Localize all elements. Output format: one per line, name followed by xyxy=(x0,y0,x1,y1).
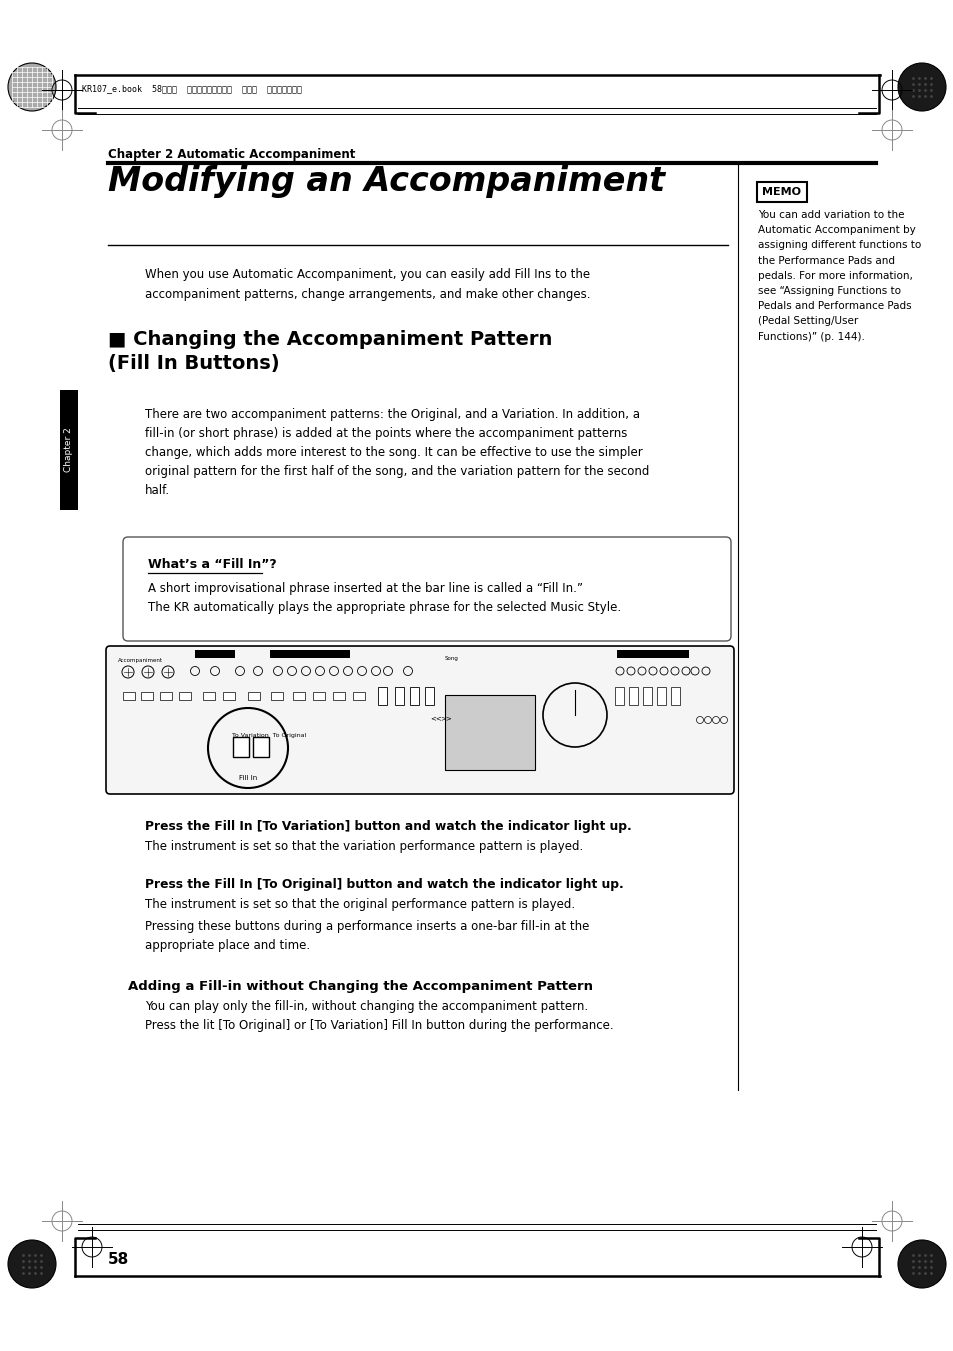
Bar xyxy=(271,692,283,700)
Text: KR107_e.book  58ページ  ２００５年８月３日  水曜日  午前９時３６分: KR107_e.book 58ページ ２００５年８月３日 水曜日 午前９時３６分 xyxy=(82,85,302,93)
Bar xyxy=(333,692,345,700)
Bar xyxy=(248,692,260,700)
Text: There are two accompaniment patterns: the Original, and a Variation. In addition: There are two accompaniment patterns: th… xyxy=(145,408,649,497)
Bar xyxy=(253,738,269,757)
Bar xyxy=(395,688,403,705)
Bar xyxy=(313,692,325,700)
Bar xyxy=(657,688,665,705)
Text: To Variation  To Original: To Variation To Original xyxy=(232,734,306,738)
Bar xyxy=(424,688,434,705)
FancyBboxPatch shape xyxy=(757,182,806,203)
Text: The instrument is set so that the variation performance pattern is played.: The instrument is set so that the variat… xyxy=(145,840,582,852)
Circle shape xyxy=(8,63,56,111)
Bar xyxy=(353,692,365,700)
Bar xyxy=(160,692,172,700)
Text: Adding a Fill-in without Changing the Accompaniment Pattern: Adding a Fill-in without Changing the Ac… xyxy=(128,979,593,993)
Circle shape xyxy=(897,63,945,111)
Text: You can add variation to the
Automatic Accompaniment by
assigning different func: You can add variation to the Automatic A… xyxy=(758,209,921,342)
Bar xyxy=(410,688,418,705)
Text: When you use Automatic Accompaniment, you can easily add Fill Ins to the
accompa: When you use Automatic Accompaniment, yo… xyxy=(145,267,590,301)
Text: MEMO: MEMO xyxy=(761,186,801,197)
Text: <<: << xyxy=(430,715,441,721)
Text: The instrument is set so that the original performance pattern is played.: The instrument is set so that the origin… xyxy=(145,898,575,911)
Bar xyxy=(141,692,152,700)
Text: >>: >> xyxy=(439,715,452,721)
Circle shape xyxy=(897,1240,945,1288)
Text: Pressing these buttons during a performance inserts a one-bar fill-in at the
app: Pressing these buttons during a performa… xyxy=(145,920,589,952)
FancyBboxPatch shape xyxy=(106,646,733,794)
Bar xyxy=(233,738,249,757)
Bar xyxy=(203,692,214,700)
Text: Accompaniment: Accompaniment xyxy=(118,658,163,663)
Bar xyxy=(444,694,535,770)
Text: You can play only the fill-in, without changing the accompaniment pattern.
Press: You can play only the fill-in, without c… xyxy=(145,1000,613,1032)
Text: ■ Changing the Accompaniment Pattern
(Fill In Buttons): ■ Changing the Accompaniment Pattern (Fi… xyxy=(108,330,552,373)
Bar xyxy=(270,650,350,658)
Text: Press the Fill In [To Variation] button and watch the indicator light up.: Press the Fill In [To Variation] button … xyxy=(145,820,631,834)
Text: Chapter 2 Automatic Accompaniment: Chapter 2 Automatic Accompaniment xyxy=(108,149,355,161)
Text: Fill In: Fill In xyxy=(238,775,257,781)
Bar xyxy=(377,688,387,705)
Bar xyxy=(194,650,234,658)
FancyBboxPatch shape xyxy=(123,536,730,640)
Bar xyxy=(642,688,651,705)
Bar xyxy=(60,390,78,509)
Text: Modifying an Accompaniment: Modifying an Accompaniment xyxy=(108,165,664,199)
Text: A short improvisational phrase inserted at the bar line is called a “Fill In.”
T: A short improvisational phrase inserted … xyxy=(148,582,620,615)
Bar xyxy=(223,692,234,700)
Bar xyxy=(179,692,191,700)
Text: Press the Fill In [To Original] button and watch the indicator light up.: Press the Fill In [To Original] button a… xyxy=(145,878,623,892)
Text: What’s a “Fill In”?: What’s a “Fill In”? xyxy=(148,558,276,571)
Text: 58: 58 xyxy=(108,1252,129,1267)
Bar xyxy=(670,688,679,705)
Bar xyxy=(628,688,638,705)
Text: Song: Song xyxy=(444,657,458,661)
Bar xyxy=(123,692,135,700)
Bar xyxy=(617,650,688,658)
Bar xyxy=(615,688,623,705)
Circle shape xyxy=(8,1240,56,1288)
Bar xyxy=(293,692,305,700)
Text: Chapter 2: Chapter 2 xyxy=(65,428,73,473)
